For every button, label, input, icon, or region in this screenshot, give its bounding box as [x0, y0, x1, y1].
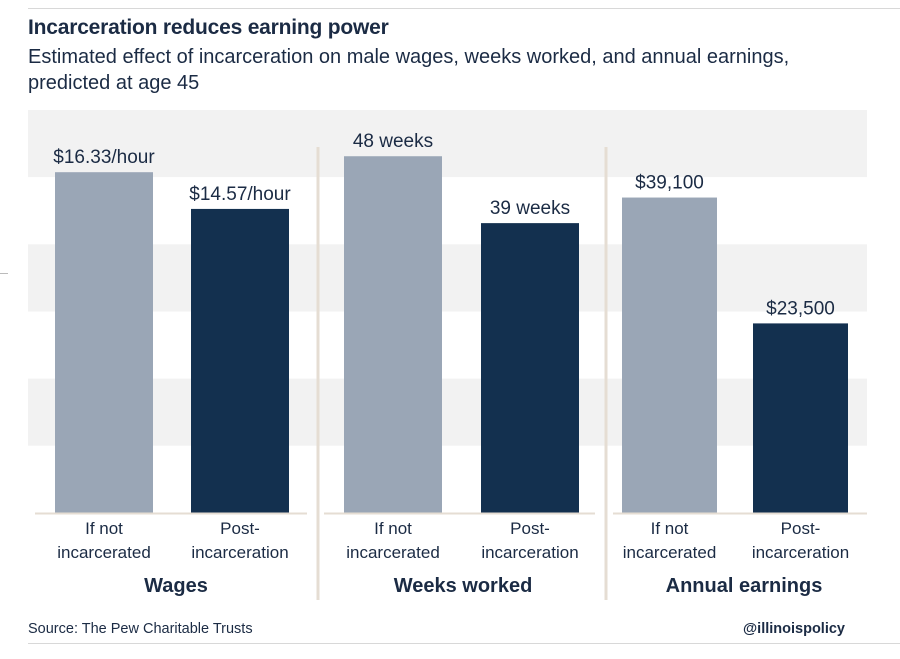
category-label: incarceration: [752, 543, 849, 562]
bar-not-incarcerated: [344, 156, 442, 514]
category-label: incarcerated: [57, 543, 151, 562]
data-label: $14.57/hour: [189, 184, 291, 205]
source-note: Source: The Pew Charitable Trusts: [28, 621, 253, 637]
category-label: If not: [374, 519, 412, 538]
category-label: If not: [85, 519, 123, 538]
data-label: $16.33/hour: [53, 147, 155, 168]
category-label: incarceration: [481, 543, 578, 562]
category-label: If not: [651, 519, 689, 538]
data-label: $39,100: [635, 173, 704, 194]
background-band: [28, 445, 867, 513]
group-label: Wages: [144, 575, 208, 597]
brand-handle: @illinoispolicy: [743, 621, 845, 637]
bar-post-incarceration: [481, 223, 579, 513]
category-label: incarcerated: [346, 543, 440, 562]
data-label: 39 weeks: [490, 198, 570, 219]
bar-post-incarceration: [191, 208, 289, 513]
background-band: [28, 177, 867, 245]
bar-not-incarcerated: [55, 172, 153, 514]
data-label: 48 weeks: [353, 131, 433, 152]
category-label: Post-: [781, 519, 821, 538]
left-edge-tick: [0, 273, 8, 274]
group-label: Weeks worked: [394, 575, 533, 597]
background-band: [28, 378, 867, 446]
category-label: incarceration: [191, 543, 288, 562]
chart-subtitle: Estimated effect of incarceration on mal…: [28, 46, 790, 94]
background-band: [28, 244, 867, 312]
category-label: Post-: [220, 519, 260, 538]
chart-title: Incarceration reduces earning power: [28, 16, 389, 39]
bottom-rule: [28, 643, 900, 644]
background-band: [28, 110, 867, 178]
data-label: $23,500: [766, 298, 835, 319]
bar-post-incarceration: [753, 323, 848, 513]
category-label: Post-: [510, 519, 550, 538]
top-rule: [28, 8, 900, 9]
group-label: Annual earnings: [666, 575, 823, 597]
category-label: incarcerated: [623, 543, 717, 562]
bar-not-incarcerated: [622, 197, 717, 513]
background-band: [28, 311, 867, 379]
